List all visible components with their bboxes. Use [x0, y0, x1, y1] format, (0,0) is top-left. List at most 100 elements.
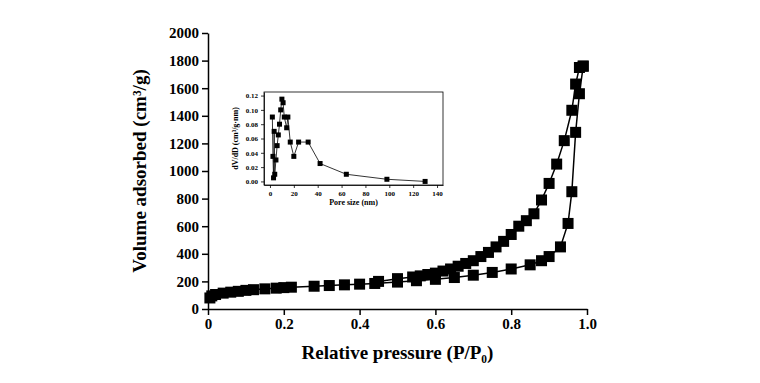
y-tick-label: 0	[192, 301, 200, 317]
data-point	[544, 178, 555, 189]
y-tick-mark	[261, 181, 264, 182]
data-point	[570, 79, 581, 90]
x-tick: 140	[432, 185, 443, 198]
data-point	[525, 259, 536, 270]
y-tick-mark	[202, 116, 208, 118]
y-tick-label: 400	[177, 246, 200, 262]
y-tick-mark	[261, 96, 264, 97]
y-tick-mark	[261, 110, 264, 111]
x-tick: 0.8	[502, 309, 521, 332]
data-point	[506, 263, 517, 274]
data-point	[296, 140, 301, 145]
plot-frame	[264, 92, 443, 185]
inset-background	[264, 92, 443, 185]
data-point	[574, 62, 585, 73]
x-tick: 60	[339, 185, 347, 198]
data-point	[551, 159, 562, 170]
y-tick-mark	[202, 309, 208, 311]
x-tick: 0.6	[427, 309, 446, 332]
x-tick-label: 0	[205, 316, 213, 332]
data-point	[291, 154, 296, 159]
data-point	[306, 140, 311, 145]
x-tick-mark	[587, 309, 589, 315]
y-tick: 0	[192, 301, 209, 317]
y-tick-label: 0.06	[246, 135, 259, 143]
y-tick-label: 1000	[169, 163, 199, 179]
data-point	[392, 273, 403, 284]
y-axis-title: Volume adsorbed (cm³/g)	[129, 69, 151, 272]
chart-0: 00.20.40.60.81.0020040060080010001200140…	[129, 25, 597, 364]
y-tick: 0.10	[246, 107, 264, 115]
x-tick-label: 80	[362, 190, 370, 198]
data-point	[259, 283, 270, 294]
x-tick-label: 20	[291, 190, 299, 198]
x-tick-mark	[365, 185, 366, 188]
y-tick: 1200	[169, 136, 208, 152]
data-point	[318, 161, 323, 166]
data-point	[423, 179, 428, 184]
x-tick: 0	[269, 185, 273, 198]
y-tick-label: 0.10	[246, 107, 259, 115]
y-tick: 2000	[169, 25, 208, 41]
y-tick-label: 0.04	[246, 150, 259, 158]
x-tick: 40	[315, 185, 323, 198]
y-tick-label: 0.02	[246, 164, 259, 172]
y-tick-mark	[261, 124, 264, 125]
data-point	[284, 125, 289, 130]
x-axis: 00.20.40.60.81.0	[205, 309, 597, 332]
y-tick: 0.12	[246, 92, 264, 100]
y-tick: 1600	[169, 81, 208, 97]
data-point	[324, 280, 335, 291]
data-point	[570, 127, 581, 138]
y-tick-label: 200	[177, 274, 200, 290]
y-tick: 0.00	[246, 178, 264, 186]
data-point	[563, 218, 574, 229]
chart-svg: 00.20.40.60.81.0020040060080010001200140…	[0, 0, 760, 383]
data-point	[384, 177, 389, 182]
x-tick-mark	[359, 309, 361, 315]
y-axis: 0.000.020.040.060.080.100.12	[246, 92, 265, 186]
x-tick-label: 0.4	[351, 316, 370, 332]
x-tick-mark	[389, 185, 390, 188]
chart-1: 0204060801001201400.000.020.040.060.080.…	[231, 92, 444, 207]
y-tick-mark	[202, 143, 208, 145]
data-point	[574, 88, 585, 99]
x-tick-label: 60	[339, 190, 347, 198]
data-point	[566, 186, 577, 197]
y-tick: 0.04	[246, 150, 264, 158]
y-axis: 0200400600800100012001400160018002000	[169, 25, 209, 317]
data-point	[339, 279, 350, 290]
x-axis: 020406080100120140	[265, 185, 444, 198]
data-point	[555, 241, 566, 252]
plot-area	[204, 61, 588, 304]
x-tick-mark	[270, 185, 271, 188]
x-tick: 0.4	[351, 309, 370, 332]
y-tick-mark	[202, 171, 208, 173]
y-tick-mark	[261, 139, 264, 140]
data-point	[468, 270, 479, 281]
y-tick: 1800	[169, 53, 208, 69]
series-line	[272, 99, 425, 181]
data-point	[344, 172, 349, 177]
x-tick-mark	[284, 309, 286, 315]
x-tick-mark	[318, 185, 319, 188]
data-point	[278, 107, 283, 112]
data-point	[544, 251, 555, 262]
x-tick-label: 1.0	[578, 316, 597, 332]
y-tick-label: 1600	[169, 81, 199, 97]
x-tick-mark	[413, 185, 414, 188]
y-tick-label: 1200	[169, 136, 199, 152]
x-tick: 80	[362, 185, 370, 198]
x-tick-label: 100	[385, 190, 396, 198]
y-tick: 0.06	[246, 135, 264, 143]
data-point	[281, 100, 286, 105]
data-point	[277, 122, 282, 127]
y-tick-label: 0.00	[246, 178, 259, 186]
y-tick: 0.02	[246, 164, 264, 172]
data-point	[273, 157, 278, 162]
y-tick-mark	[202, 33, 208, 35]
data-point	[286, 282, 297, 293]
y-tick: 800	[177, 191, 209, 207]
y-tick-label: 600	[177, 219, 200, 235]
x-tick-mark	[294, 185, 295, 188]
